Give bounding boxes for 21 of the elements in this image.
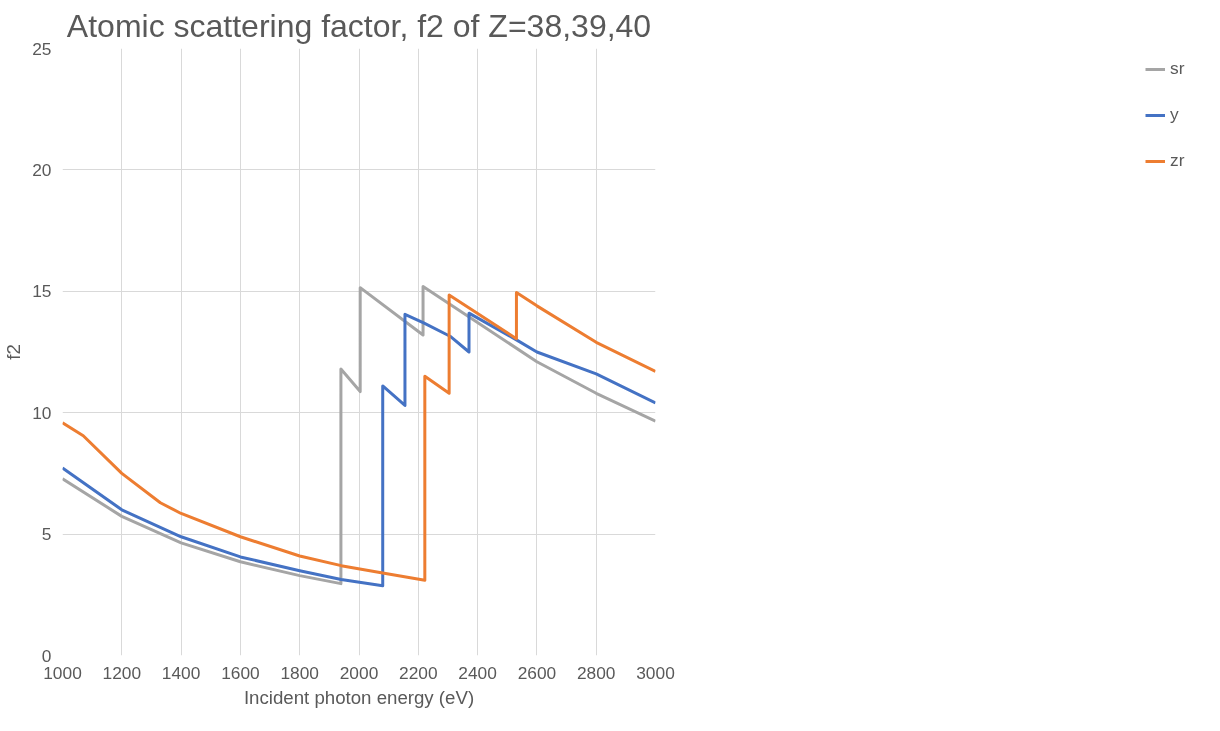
x-tick-label: 1600 (221, 662, 260, 683)
y-tick-label: 15 (32, 281, 52, 302)
x-tick-label: 2400 (458, 662, 497, 683)
x-tick-label: 1800 (280, 662, 319, 683)
legend-label: sr (1170, 58, 1186, 79)
chart-title: Atomic scattering factor, f2 of Z=38,39,40 (66, 7, 652, 44)
x-axis-title: Incident photon energy (eV) (243, 686, 475, 708)
x-tick-label: 2000 (339, 662, 379, 683)
y-tick-label: 10 (32, 402, 52, 423)
x-tick-label: 1400 (161, 662, 201, 683)
y-tick-label: 25 (32, 38, 52, 59)
x-tick-label: 2200 (399, 662, 438, 683)
x-tick-label: 2600 (517, 662, 557, 683)
x-tick-label: 1200 (102, 662, 142, 683)
y-tick-label: 20 (32, 159, 52, 180)
y-axis-title: f2 (3, 344, 25, 360)
x-tick-label: 3000 (636, 662, 675, 683)
legend-label: y (1170, 104, 1180, 125)
y-tick-label: 5 (41, 524, 52, 545)
x-tick-label: 2800 (576, 662, 616, 683)
legend-label: zr (1170, 150, 1186, 171)
